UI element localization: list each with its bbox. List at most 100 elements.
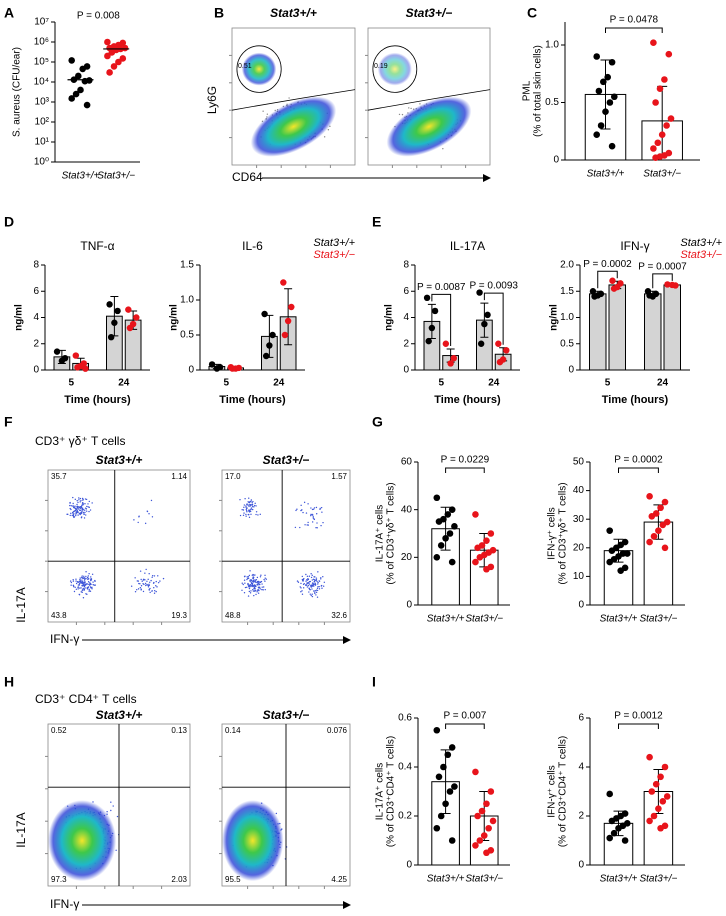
data-point <box>280 279 287 286</box>
flow-ylabel: IL-17A <box>14 587 28 622</box>
flow-title: CD3⁺ γδ⁺ T cells <box>35 434 125 448</box>
flow-event <box>150 499 153 502</box>
flow-event <box>87 586 89 589</box>
flow-event <box>82 582 84 584</box>
data-point <box>656 85 664 92</box>
data-point <box>609 277 616 284</box>
flow-event <box>316 513 318 515</box>
flow-event <box>247 501 249 503</box>
flow-event <box>85 575 87 578</box>
flow-event <box>264 580 266 582</box>
flow-event <box>310 507 312 509</box>
panel-label: E <box>372 214 381 230</box>
flow-event <box>243 504 246 506</box>
x-tick-label: Stat3+/− <box>639 614 677 625</box>
flow-event <box>137 588 140 590</box>
flow-event <box>262 586 265 588</box>
flow-event <box>84 498 87 500</box>
y-tick-label: 40 <box>573 485 585 496</box>
flow-event <box>254 580 257 582</box>
flow-event <box>321 587 323 589</box>
flow-event <box>309 580 312 583</box>
flow-event <box>144 572 146 574</box>
flow-event <box>311 579 313 581</box>
flow-event <box>90 576 92 578</box>
flow-event <box>311 513 313 516</box>
flow-event <box>314 582 317 585</box>
x-tick-label: 24 <box>657 378 669 389</box>
flow-event <box>313 507 316 509</box>
flow-event <box>315 589 318 591</box>
data-point <box>450 354 458 362</box>
data-point <box>615 824 622 832</box>
data-point <box>111 319 118 326</box>
flow-event <box>81 589 83 592</box>
y-tick-label: 6 <box>578 713 584 724</box>
flow-event <box>256 591 258 593</box>
flow-xlabel: IFN-γ <box>50 632 79 646</box>
flow-event <box>162 577 165 580</box>
flow-event <box>69 502 71 504</box>
data-point <box>472 842 479 849</box>
quadrant-value: 0.14 <box>225 726 241 735</box>
flow-event <box>257 514 259 516</box>
flow-event <box>299 526 301 529</box>
data-point <box>451 783 458 790</box>
data-point <box>108 49 116 56</box>
flow-event <box>148 513 150 515</box>
flow-event <box>294 526 297 529</box>
flow-event <box>93 584 95 586</box>
flow-event <box>307 584 310 587</box>
flow-event <box>148 573 150 575</box>
flow-event <box>141 580 143 582</box>
flow-event <box>75 578 77 580</box>
flow-header: Stat3+/+ <box>96 453 143 467</box>
flow-event <box>249 505 252 507</box>
quadrant-value: 0.076 <box>327 726 348 735</box>
flow-event <box>304 524 306 526</box>
flow-event <box>311 574 313 577</box>
y-tick-label: 60 <box>401 457 413 468</box>
data-point <box>107 333 115 341</box>
flow-event <box>110 809 112 812</box>
flow-event <box>310 586 313 588</box>
flow-event <box>80 576 83 579</box>
flow-event <box>89 509 92 511</box>
flow-header: Stat3+/− <box>406 6 453 20</box>
legend-entry: Stat3+/+ <box>680 237 722 249</box>
flow-event <box>259 581 261 583</box>
data-point <box>655 527 662 534</box>
flow-event <box>252 581 255 583</box>
y-tick-label: 1.5 <box>180 260 194 271</box>
data-point <box>72 90 80 98</box>
flow-event <box>154 589 156 592</box>
flow-event <box>81 580 84 583</box>
data-point <box>442 340 450 347</box>
flow-event <box>77 588 79 590</box>
data-point <box>451 523 458 530</box>
flow-event <box>75 580 77 582</box>
flow-event <box>82 597 85 599</box>
flow-event <box>307 521 309 524</box>
quadrant-value: 95.5 <box>225 875 241 884</box>
flow-event <box>251 584 254 587</box>
y-tick-label: 4 <box>33 312 39 323</box>
data-point <box>114 307 121 315</box>
flow-event <box>83 579 86 581</box>
flow-event <box>241 509 243 511</box>
data-point <box>229 365 236 372</box>
x-tick-label: 5 <box>605 378 611 389</box>
flow-event <box>80 512 82 515</box>
flow-event <box>316 527 318 529</box>
flow-event <box>265 578 268 580</box>
flow-header: Stat3+/− <box>263 453 310 467</box>
flow-event <box>317 583 319 585</box>
flow-event <box>70 512 72 515</box>
flow-event <box>307 524 309 526</box>
y-tick-label: 40 <box>401 504 413 515</box>
data-point <box>665 50 673 58</box>
y-axis-label: ng/ml <box>384 304 395 331</box>
flow-event <box>246 503 248 505</box>
flow-event <box>247 504 249 506</box>
data-point <box>77 86 84 94</box>
